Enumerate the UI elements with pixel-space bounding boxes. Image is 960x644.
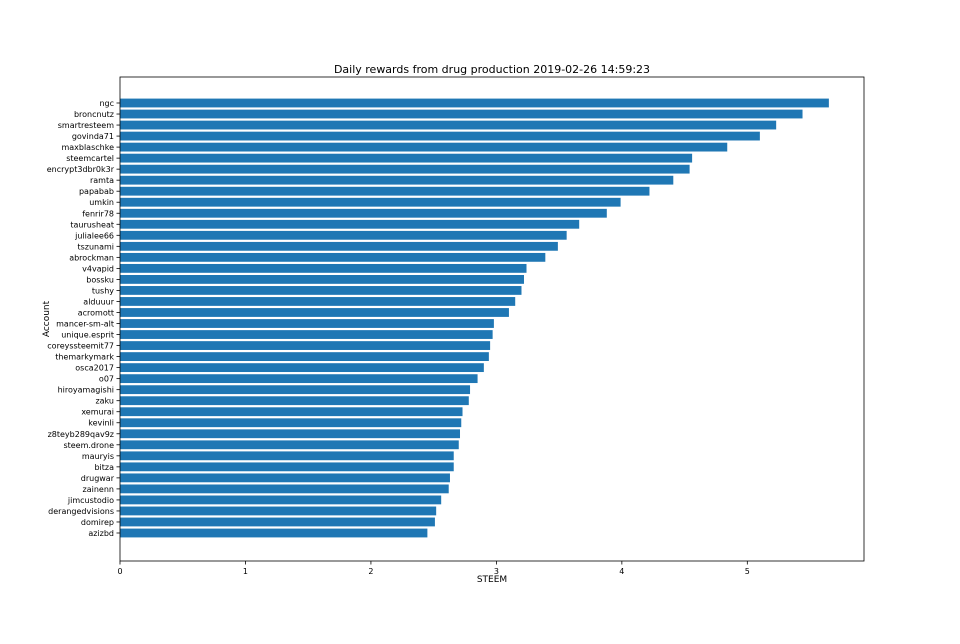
bar xyxy=(120,98,829,108)
bars-layer xyxy=(120,98,829,538)
y-tick-label: z8teyb289qav9z xyxy=(48,430,114,439)
bar xyxy=(120,109,803,119)
y-tick-label: mancer-sm-alt xyxy=(56,320,114,329)
bar xyxy=(120,484,449,494)
bar xyxy=(120,275,524,284)
y-tick-label: drugwar xyxy=(81,474,115,483)
y-tick-label: unique.esprit xyxy=(61,331,114,340)
bar xyxy=(120,374,478,384)
bar xyxy=(120,451,454,461)
bar xyxy=(120,495,442,505)
x-axis-label: STEEM xyxy=(477,575,507,585)
y-tick-label: jimcustodio xyxy=(67,496,114,505)
bar xyxy=(120,286,522,295)
y-tick-layer: ngc broncnutz smartresteem govinda71 maxblas… xyxy=(47,99,120,538)
y-tick-label: xemurai xyxy=(81,408,114,417)
y-tick-label: alduuur xyxy=(83,297,114,306)
y-tick-label: azizbd xyxy=(88,529,114,538)
bar xyxy=(120,396,469,406)
y-tick-label: steemcartel xyxy=(66,154,114,163)
x-tick-label: 1 xyxy=(243,567,248,576)
y-tick-label: steem.drone xyxy=(63,441,114,450)
bar xyxy=(120,208,607,218)
y-tick-label: osca2017 xyxy=(75,364,114,373)
chart-title: Daily rewards from drug production 2019-… xyxy=(334,63,650,76)
bar xyxy=(120,230,567,240)
bar xyxy=(120,120,777,130)
y-tick-label: zaku xyxy=(95,397,114,406)
y-tick-label: govinda71 xyxy=(72,132,114,141)
y-tick-label: taurusheat xyxy=(70,220,114,229)
y-tick-label: papabab xyxy=(79,187,114,196)
bar xyxy=(120,429,461,439)
bar xyxy=(120,330,493,339)
bar xyxy=(120,252,546,262)
y-tick-label: kevinli xyxy=(88,419,114,428)
y-tick-label: bossku xyxy=(86,275,114,284)
bar xyxy=(120,352,489,361)
y-tick-label: coreyssteemit77 xyxy=(47,342,114,351)
bar xyxy=(120,473,450,483)
bar xyxy=(120,308,509,317)
bar xyxy=(120,528,428,538)
x-tick-label: 4 xyxy=(619,567,624,576)
y-tick-label: o07 xyxy=(99,375,114,384)
y-tick-label: zainenn xyxy=(83,485,114,494)
bar xyxy=(120,319,494,328)
x-tick-label: 3 xyxy=(494,567,499,576)
y-tick-label: ngc xyxy=(99,99,114,108)
y-tick-label: hiroyamagishi xyxy=(58,386,114,395)
bar xyxy=(120,131,760,141)
y-tick-label: julialee66 xyxy=(74,231,114,240)
bar xyxy=(120,241,558,251)
y-tick-label: ramta xyxy=(90,176,114,185)
bar xyxy=(120,363,484,373)
y-tick-label: smartresteem xyxy=(58,121,114,130)
bar xyxy=(120,219,580,229)
bar xyxy=(120,197,621,207)
bar xyxy=(120,418,462,428)
y-tick-label: umkin xyxy=(89,198,114,207)
bar xyxy=(120,385,471,395)
y-tick-label: tszunami xyxy=(77,242,114,251)
y-tick-label: derangedvisions xyxy=(48,507,114,516)
y-tick-label: fenrir78 xyxy=(82,209,114,218)
bar xyxy=(120,341,491,350)
plot-frame xyxy=(119,76,865,562)
bar xyxy=(120,506,437,516)
x-tick-layer: 0 1 2 3 4 5 xyxy=(117,561,750,576)
y-tick-label: v4vapid xyxy=(82,264,114,273)
bar xyxy=(120,186,650,196)
y-tick-label: encrypt3dbr0k3r xyxy=(47,165,115,174)
bar xyxy=(120,407,463,417)
bar xyxy=(120,153,693,163)
y-tick-label: abrockman xyxy=(69,253,114,262)
y-tick-label: acromott xyxy=(78,308,114,317)
y-tick-label: broncnutz xyxy=(74,110,114,119)
bar xyxy=(120,440,459,450)
bar xyxy=(120,164,690,174)
y-tick-label: themarkymark xyxy=(55,353,114,362)
bar xyxy=(120,517,435,527)
bar xyxy=(120,142,728,152)
y-tick-label: mauryis xyxy=(82,452,114,461)
x-tick-label: 5 xyxy=(745,567,750,576)
bar xyxy=(120,462,454,472)
bar xyxy=(120,297,516,306)
bar xyxy=(120,175,674,185)
bar xyxy=(120,263,527,273)
y-tick-label: tushy xyxy=(92,286,114,295)
y-tick-label: bitza xyxy=(94,463,114,472)
y-axis-label: Account xyxy=(42,300,52,337)
y-tick-label: domirep xyxy=(81,518,114,527)
y-tick-label: maxblaschke xyxy=(61,143,114,152)
x-tick-label: 0 xyxy=(117,567,122,576)
x-tick-label: 2 xyxy=(368,567,373,576)
